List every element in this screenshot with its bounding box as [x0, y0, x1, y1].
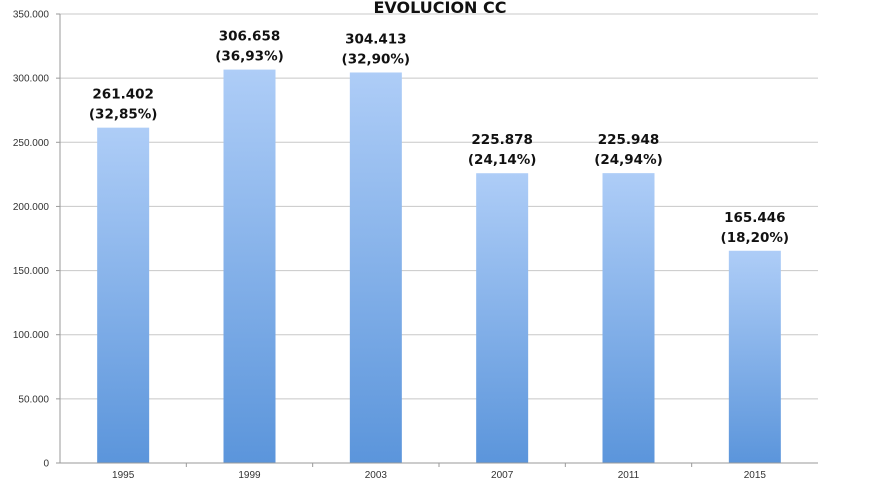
y-tick-label: 0 [43, 459, 49, 470]
x-tick-label: 1999 [238, 470, 261, 481]
bar [349, 72, 402, 464]
data-label-percent: (18,20%) [721, 230, 790, 246]
bar [728, 250, 781, 463]
axes [59, 14, 818, 464]
x-tick-label: 2015 [744, 470, 767, 481]
data-label-value: 225.878 [471, 132, 533, 148]
data-label-value: 165.446 [724, 210, 786, 226]
gridlines [60, 13, 818, 400]
y-tick-label: 100.000 [13, 330, 50, 341]
bar [476, 173, 529, 464]
data-label-percent: (32,90%) [342, 51, 411, 67]
x-axis-tick-labels: 1995 1999 2003 2007 2011 2015 [112, 463, 766, 481]
y-axis-tick-labels: 0 50.000 100.000 150.000 200.000 250.000 300.0… [13, 10, 60, 470]
data-labels: 261.402 (32,85%) 306.658 (36,93%) 304.413 (32… [89, 29, 789, 246]
y-tick-label: 150.000 [13, 266, 50, 277]
data-label-percent: (32,85%) [89, 107, 158, 123]
data-label-value: 261.402 [92, 87, 154, 103]
chart-title: EVOLUCIÓN CC [374, 0, 507, 17]
bar [97, 127, 150, 464]
y-tick-label: 250.000 [13, 138, 50, 149]
y-tick-label: 300.000 [13, 74, 50, 85]
x-tick-label: 2003 [365, 470, 388, 481]
y-tick-label: 200.000 [13, 202, 50, 213]
y-tick-label: 50.000 [18, 394, 49, 405]
data-label-percent: (36,93%) [215, 49, 284, 65]
bar [223, 69, 276, 463]
data-label-value: 306.658 [219, 29, 281, 45]
bar [602, 173, 655, 463]
y-tick-label: 350.000 [13, 10, 50, 21]
data-label-value: 304.413 [345, 31, 407, 47]
x-tick-label: 2007 [491, 470, 514, 481]
x-tick-label: 2011 [618, 470, 640, 481]
x-tick-label: 1995 [112, 470, 135, 481]
data-label-percent: (24,14%) [468, 152, 537, 168]
bars [97, 69, 781, 464]
data-label-percent: (24,94%) [594, 152, 663, 168]
data-label-value: 225.948 [598, 132, 660, 148]
